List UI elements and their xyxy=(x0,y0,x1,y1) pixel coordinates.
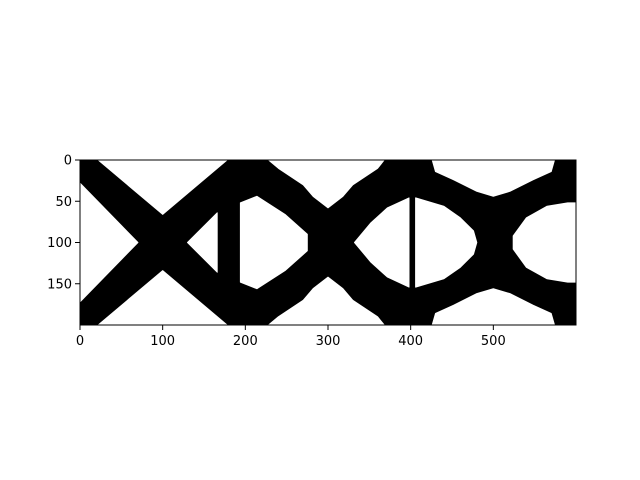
cell-3-upper-hole xyxy=(431,160,555,197)
y-tick-label: 100 xyxy=(47,236,72,251)
x-tick-label: 400 xyxy=(398,334,423,349)
x-tick-label: 100 xyxy=(150,334,175,349)
y-tick-label: 50 xyxy=(55,195,72,210)
cell-2-left-hole xyxy=(239,195,308,290)
cell-1-lower-hole xyxy=(97,270,228,325)
y-tick-label: 150 xyxy=(47,277,72,292)
cell-3-right-hole xyxy=(512,202,576,283)
x-tick-label: 200 xyxy=(233,334,258,349)
cell-1-right-hole xyxy=(187,212,218,273)
cell-2-right-hole xyxy=(354,197,410,288)
void-regions xyxy=(80,160,576,325)
plot-area xyxy=(80,160,576,325)
cell-1-left-hole xyxy=(80,182,139,303)
x-axis: 0 100 200 300 400 500 xyxy=(76,325,506,349)
cell-2-lower-hole xyxy=(268,276,385,325)
x-tick-label: 0 xyxy=(76,334,84,349)
cell-3-lower-hole xyxy=(431,288,555,325)
y-tick-label: 0 xyxy=(64,154,72,169)
cell-3-left-hole xyxy=(415,197,478,288)
cell-1-upper-hole xyxy=(97,160,228,215)
cell-2-upper-hole xyxy=(268,160,385,209)
x-tick-label: 500 xyxy=(481,334,506,349)
y-axis: 0 50 100 150 xyxy=(47,154,80,292)
x-tick-label: 300 xyxy=(316,334,341,349)
